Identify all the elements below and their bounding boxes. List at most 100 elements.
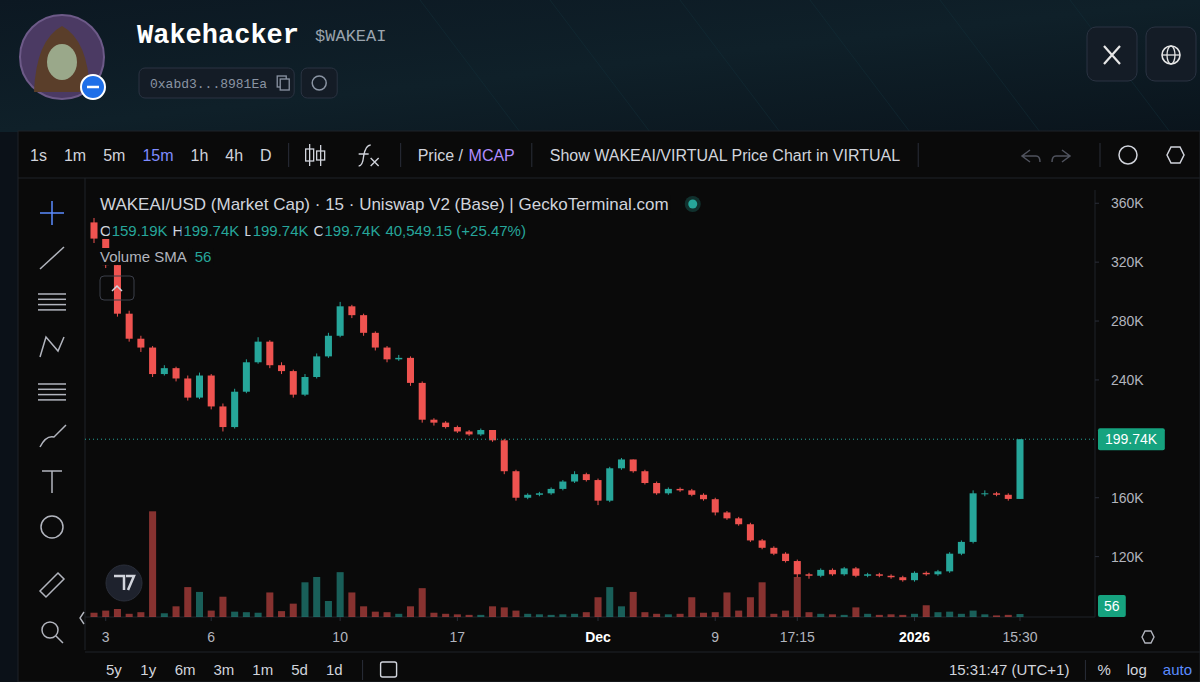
price-toggle[interactable]: Price / (418, 147, 464, 164)
zoom (56, 636, 63, 643)
candle-body (301, 377, 308, 395)
candle-body (665, 489, 672, 493)
volume-bar (700, 613, 707, 617)
candle-body (313, 356, 320, 377)
explorer-button[interactable] (301, 68, 337, 98)
candle-body (630, 459, 637, 471)
volume-bar (173, 606, 180, 617)
interval-button[interactable]: 1h (191, 147, 209, 164)
volume-bar (184, 587, 191, 617)
interval-button[interactable]: 4h (225, 147, 243, 164)
candle-body (782, 554, 789, 561)
volume-bar (430, 613, 437, 617)
legend-patch (98, 248, 189, 265)
candle-body (805, 574, 812, 575)
currency-toggle[interactable]: Show WAKEAI/VIRTUAL Price Chart in VIRTU… (550, 147, 900, 164)
range-button[interactable]: 5y (106, 661, 122, 678)
ruler (40, 573, 64, 597)
candle-body (794, 561, 801, 574)
interval-button[interactable]: 5m (103, 147, 125, 164)
range-button[interactable]: 6m (175, 661, 196, 678)
tool-icon[interactable] (40, 201, 64, 225)
volume-bar (90, 613, 97, 617)
volume-bar (993, 615, 1000, 617)
volume-legend-value: 56 (195, 248, 212, 265)
candle-body (841, 568, 848, 574)
candle-body (548, 489, 555, 493)
legend-patch (110, 222, 170, 239)
volume-bar (817, 614, 824, 617)
volume-bar (512, 611, 519, 617)
candle-body (184, 378, 191, 397)
plot-area (85, 218, 1095, 617)
mcap-toggle[interactable]: MCAP (469, 147, 515, 164)
candle-body (747, 524, 754, 540)
candle-body (899, 577, 906, 580)
x-button[interactable] (1087, 27, 1137, 81)
volume-bar (536, 614, 543, 617)
avatar-face (47, 44, 77, 80)
volume-bar (911, 614, 918, 617)
calendar-icon[interactable] (381, 662, 397, 677)
emoji (41, 516, 63, 538)
tool-icon[interactable] (38, 384, 66, 400)
tool-icon[interactable] (41, 516, 63, 538)
candle-body (512, 471, 519, 498)
separator (918, 143, 919, 167)
volume-bar (266, 592, 273, 617)
candle-body (384, 348, 391, 360)
tool-icon[interactable] (38, 294, 66, 310)
interval-button[interactable]: 15m (142, 147, 173, 164)
x-tick (105, 617, 106, 621)
interval-button[interactable]: 1s (30, 147, 47, 164)
candle-body (946, 554, 953, 572)
candle-body (1016, 439, 1023, 499)
separator (1085, 660, 1086, 680)
decor (810, 0, 910, 132)
scale-option[interactable]: % (1097, 661, 1110, 678)
candle-body (442, 423, 449, 427)
tool-icon[interactable] (42, 471, 62, 493)
tool-icon[interactable] (42, 622, 63, 643)
legend-collapse[interactable] (100, 276, 134, 300)
volume-legend: Volume SMA (100, 248, 187, 265)
range-button[interactable]: 1y (140, 661, 156, 678)
lines (38, 394, 66, 396)
range-button[interactable]: 5d (291, 661, 308, 678)
x-tick-label: 17:15 (780, 629, 815, 645)
y-tick-label: 280K (1111, 313, 1144, 329)
volume-bar (618, 606, 625, 617)
candle-body (501, 440, 508, 471)
y-tick-label: 320K (1111, 254, 1144, 270)
scale-option[interactable]: auto (1163, 661, 1192, 678)
volume-bar (606, 587, 613, 617)
tool-icon[interactable] (40, 573, 64, 597)
y-tick-label: 360K (1111, 195, 1144, 211)
tool-icon[interactable] (40, 247, 64, 269)
volume-bar (489, 606, 496, 617)
last-price-line (85, 439, 1095, 440)
ohlc-value: 199.74K (183, 222, 239, 239)
tool-icon[interactable] (40, 337, 64, 357)
interval-button[interactable]: 1m (64, 147, 86, 164)
lines (38, 293, 66, 295)
token-name: Wakehacker (137, 21, 299, 51)
volume-bar (641, 612, 648, 617)
range-button[interactable]: 1d (326, 661, 343, 678)
volume-bar (958, 614, 965, 617)
candles-icon (306, 149, 314, 161)
undo-icon (1022, 150, 1040, 162)
text-tool (42, 471, 62, 493)
candle-body (618, 459, 625, 468)
axis-settings-icon[interactable] (1142, 631, 1154, 643)
tool-icon[interactable] (40, 425, 66, 447)
legend-patch (193, 248, 214, 265)
candle-body (559, 482, 566, 489)
interval-button[interactable]: D (260, 147, 272, 164)
web-button[interactable] (1146, 27, 1196, 81)
x-tick-label: 15:30 (1002, 629, 1037, 645)
range-button[interactable]: 1m (252, 661, 273, 678)
tag-background (1098, 428, 1165, 450)
range-button[interactable]: 3m (214, 661, 235, 678)
scale-option[interactable]: log (1127, 661, 1147, 678)
